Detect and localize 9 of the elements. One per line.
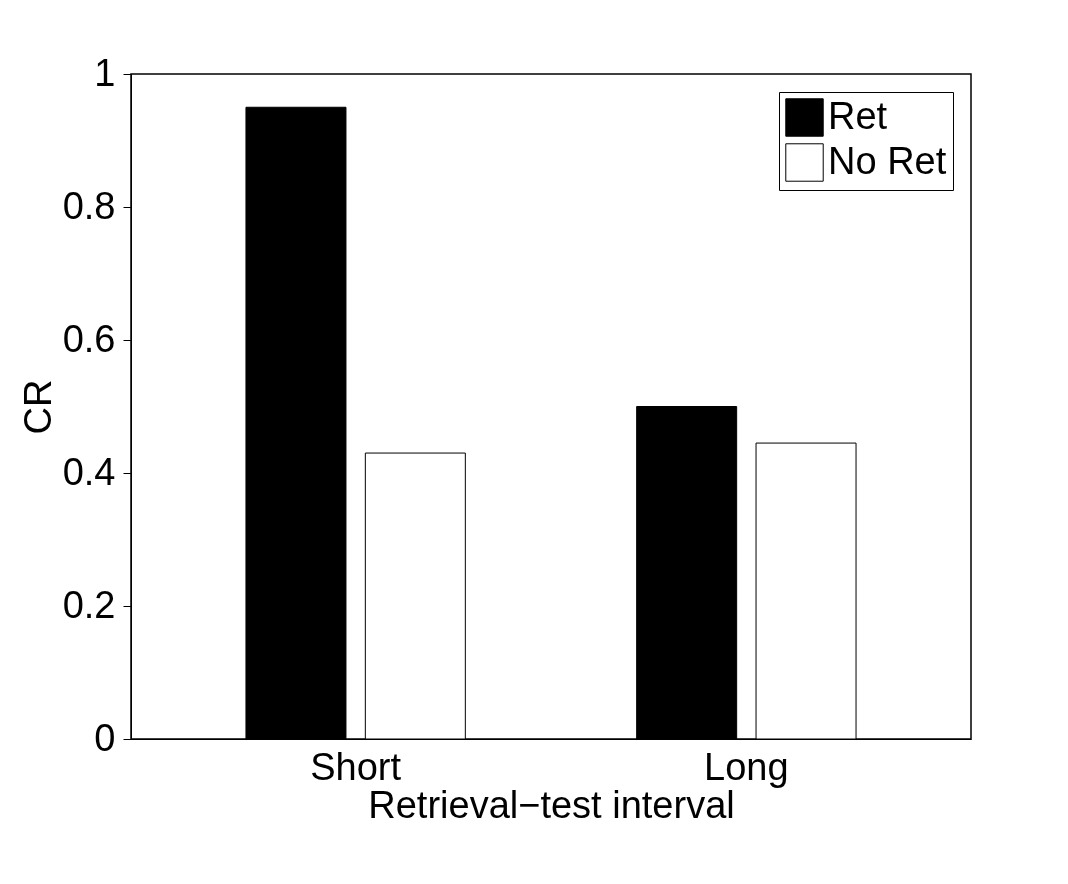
y-tick-label: 0.8 (62, 184, 116, 227)
y-tick-label: 0.2 (62, 583, 116, 626)
y-tick-label: 0.4 (62, 450, 116, 493)
legend-label: No Ret (828, 139, 947, 182)
y-axis-title: CR (16, 379, 59, 435)
y-tick-label: 0.6 (62, 317, 116, 360)
y-tick-label: 1 (94, 51, 116, 94)
y-tick-label: 0 (94, 716, 116, 759)
legend-label: Ret (828, 94, 888, 137)
